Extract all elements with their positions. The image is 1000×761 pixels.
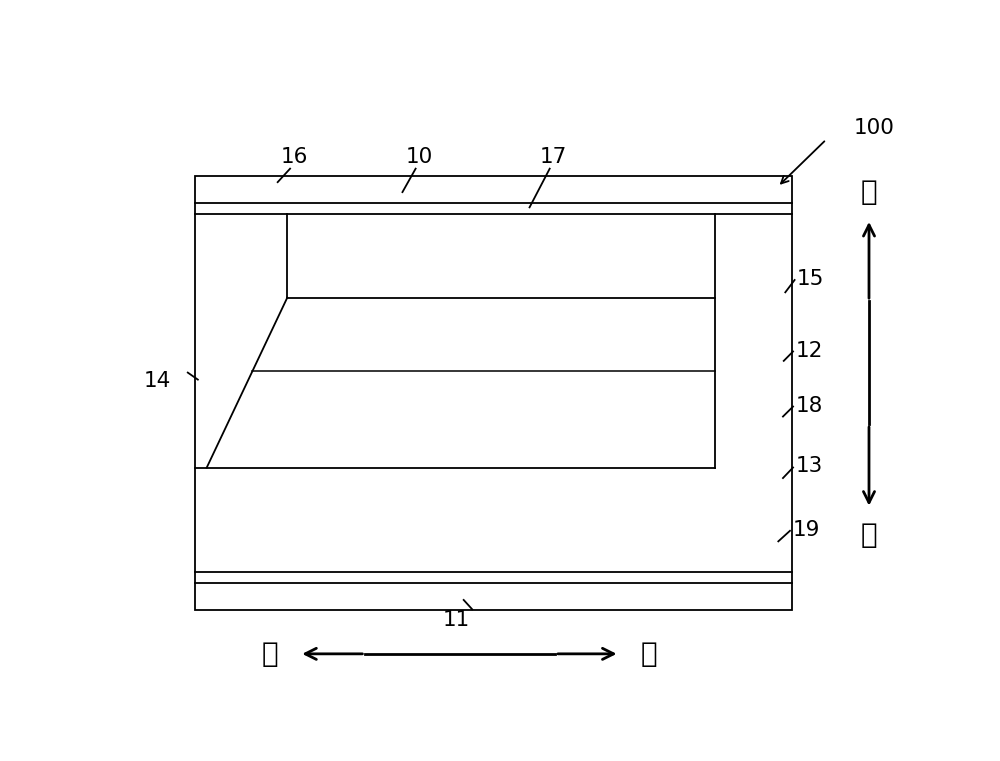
Text: 18: 18 (795, 396, 823, 416)
Bar (195, 177, 792, 610)
Text: 11: 11 (443, 610, 470, 630)
Text: 100: 100 (854, 118, 894, 139)
Text: 左: 左 (262, 640, 278, 668)
Text: 下: 下 (861, 521, 877, 549)
Text: 10: 10 (406, 147, 433, 167)
Text: 19: 19 (793, 520, 820, 540)
Text: 15: 15 (797, 269, 824, 289)
Text: 13: 13 (795, 457, 823, 476)
Text: 12: 12 (795, 341, 823, 361)
Text: 上: 上 (861, 178, 877, 206)
Text: 右: 右 (641, 640, 657, 668)
Text: 16: 16 (280, 147, 308, 167)
Text: 17: 17 (540, 147, 567, 167)
Text: 14: 14 (144, 371, 171, 391)
